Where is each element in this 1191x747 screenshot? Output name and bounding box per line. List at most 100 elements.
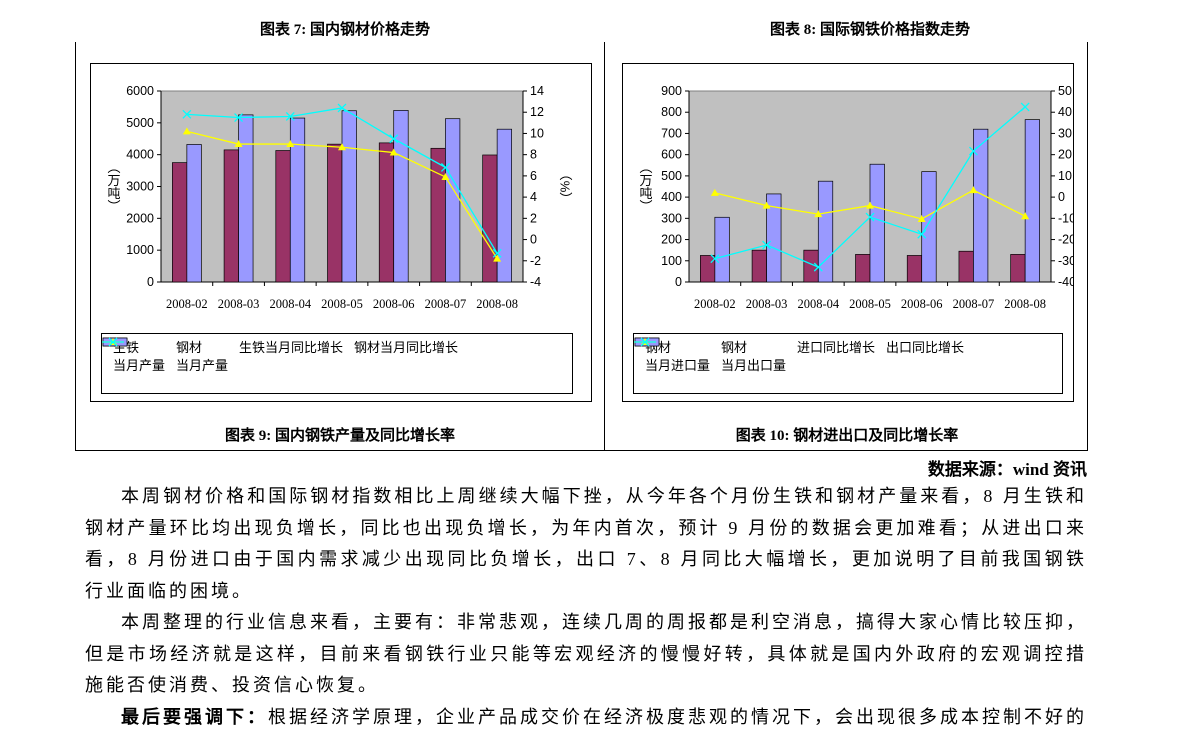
x-tick-label: 2008-04 (797, 297, 839, 311)
legend-label: 进口同比增长 (797, 340, 876, 355)
bar (186, 144, 202, 283)
y2-tick-label: -10 (1058, 211, 1073, 225)
y2-tick-label: 8 (530, 148, 537, 162)
bar (817, 180, 834, 283)
legend: 钢材 当月进口量 钢材 当月出口量 进口同比增长 出口同比增长 (633, 333, 1063, 394)
body-text: 本周钢材价格和国际钢材指数相比上周继续大幅下挫，从今年各个月份生铁和钢材产量来看… (85, 481, 1087, 733)
x-tick-label: 2008-06 (901, 297, 943, 311)
bar (327, 143, 343, 283)
paragraph: 本周整理的行业信息来看，主要有：非常悲观，连续几周的周报都是利空消息，搞得大家心… (85, 607, 1087, 702)
bar (289, 117, 306, 283)
bar (921, 171, 937, 283)
x-tick-label: 2008-05 (849, 297, 891, 311)
bar (341, 110, 357, 283)
bar (973, 128, 989, 283)
line-marker (234, 140, 243, 148)
line-marker (813, 262, 823, 272)
x-tick-label: 2008-07 (953, 297, 995, 311)
line-marker (917, 229, 927, 239)
y2-tick-label: 12 (530, 105, 544, 119)
chart-caption: 图表 9: 国内钢铁产量及同比增长率 (225, 428, 455, 444)
legend-swatch (634, 337, 656, 347)
bar (700, 255, 716, 283)
y2-tick-label: 14 (530, 84, 544, 98)
line-marker (338, 143, 346, 151)
y-tick-label: 3000 (126, 180, 154, 194)
y-axis-label: （万吨） (638, 161, 653, 213)
x-tick-label: 2008-02 (166, 297, 208, 311)
line-marker (1020, 102, 1030, 112)
chart-svg: 0100200300400500600700800900-40-30-20-10… (638, 84, 1074, 311)
y2-axis-label: （%） (558, 168, 573, 206)
bar (958, 250, 974, 283)
paragraph: 本周钢材价格和国际钢材指数相比上周继续大幅下挫，从今年各个月份生铁和钢材产量来看… (85, 481, 1087, 607)
y-tick-label: 900 (661, 84, 682, 98)
header-left: 图表 7: 国内钢材价格走势 (260, 22, 430, 38)
line-marker (640, 337, 650, 347)
marker-stroke (182, 109, 192, 119)
y2-tick-label: 30 (1058, 126, 1072, 140)
legend-swatch (102, 337, 124, 347)
y-tick-label: 6000 (126, 84, 154, 98)
bar (751, 249, 767, 283)
y2-tick-label: -30 (1058, 254, 1073, 268)
bar (445, 118, 461, 283)
y-tick-label: 200 (661, 233, 682, 247)
chart: 0 1000 2000 3000 4000 5000 6000 -4 -2 0 2 4 6 8 10 12 14… (90, 63, 592, 402)
marker-stroke (865, 212, 875, 222)
line-marker (762, 201, 771, 209)
line-marker (492, 248, 502, 258)
bar (869, 163, 885, 283)
legend-label: 钢材 当月出口量 (721, 340, 787, 373)
marker-stroke (762, 240, 772, 250)
line-marker (182, 127, 191, 135)
line-marker (286, 140, 295, 148)
y-tick-label: 0 (675, 275, 682, 289)
chart-caption: 图表 10: 钢材进出口及同比增长率 (735, 428, 959, 444)
line-marker (866, 201, 874, 209)
x-tick-label: 2008-08 (476, 297, 518, 311)
line-marker (441, 172, 450, 180)
line-marker (969, 186, 978, 194)
line-marker (285, 112, 295, 121)
bar (855, 254, 871, 283)
x-tick-label: 2008-06 (373, 297, 415, 311)
header-right: 图表 8: 国际钢铁价格指数走势 (770, 22, 970, 38)
line-marker (182, 109, 192, 119)
y2-tick-label: -4 (530, 275, 541, 289)
line-marker (710, 188, 719, 196)
y2-tick-label: 10 (1058, 169, 1072, 183)
legend-label: 出口同比增长 (886, 340, 965, 355)
paragraph-text: 本周钢材价格和国际钢材指数相比上周继续大幅下挫，从今年各个月份生铁和钢材产量来看… (85, 486, 1087, 601)
x-tick-label: 2008-04 (269, 297, 311, 311)
legend-label: 钢材当月同比增长 (354, 340, 459, 355)
x-tick-label: 2008-07 (425, 297, 467, 311)
bar (482, 154, 498, 283)
x-tick-label: 2008-03 (746, 297, 788, 311)
y2-tick-label: 40 (1058, 105, 1072, 119)
chart: 0 100 200 300 400 500 600 700 800 900 -40 -30 -20 -10… (622, 63, 1074, 402)
bar (430, 147, 446, 283)
line-marker (917, 214, 926, 222)
y-tick-label: 5000 (126, 116, 154, 130)
legend-item: 钢材 当月产量 (102, 337, 228, 375)
marker-stroke (968, 146, 978, 156)
marker-stroke (710, 254, 720, 264)
marker-stroke (285, 112, 295, 121)
paragraph-text: 根据经济学原理，企业产品成交价在经济极度悲观的情况下，会出现很多成本控制不好的 (268, 706, 1087, 727)
line-marker (968, 146, 978, 156)
marker-stroke (1020, 102, 1030, 112)
y-tick-label: 1000 (126, 243, 154, 257)
y-tick-label: 4000 (126, 148, 154, 162)
x-tick-label: 2008-05 (321, 297, 363, 311)
bar (1024, 119, 1040, 283)
bar (766, 193, 782, 283)
marker-stroke (813, 262, 823, 272)
line-marker (762, 240, 772, 250)
y2-tick-label: -2 (530, 254, 541, 268)
line-marker (389, 134, 399, 144)
figure-frame (75, 42, 1088, 451)
line-marker (440, 162, 450, 172)
line-marker (1021, 212, 1030, 220)
source-note: 数据来源：wind 资讯 (927, 460, 1087, 479)
